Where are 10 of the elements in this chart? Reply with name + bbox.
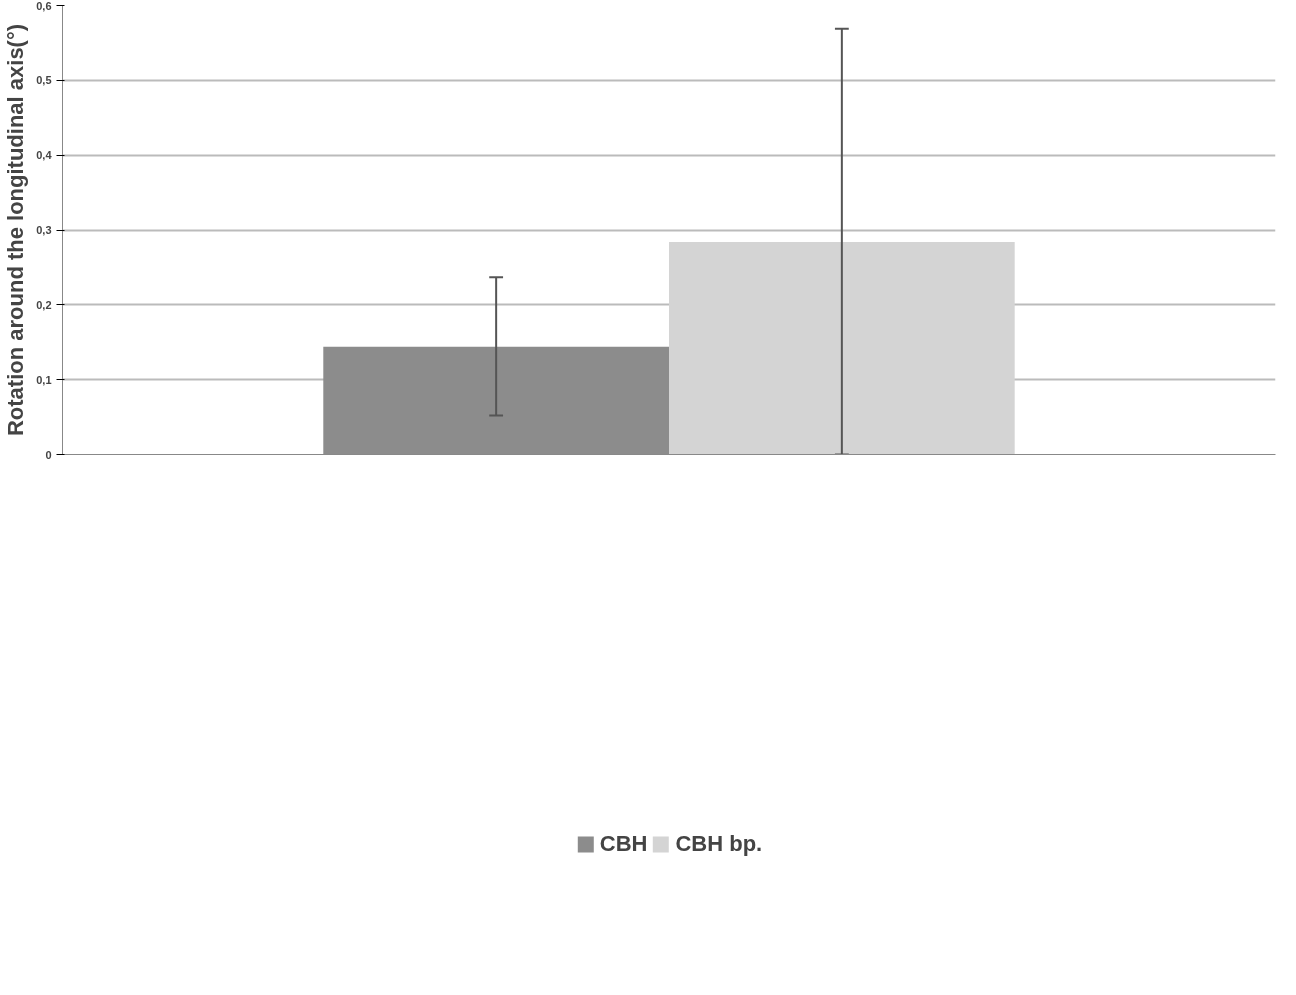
legend-label: CBH bbox=[599, 830, 648, 857]
y-tick-label: 0 bbox=[45, 448, 52, 461]
y-tick-label: 0,2 bbox=[36, 298, 52, 311]
y-tick-label: 0,3 bbox=[36, 224, 52, 236]
y-tick-label: 0,6 bbox=[36, 0, 52, 12]
legend-label: CBH bp. bbox=[675, 830, 763, 857]
y-tick-label: 0,4 bbox=[36, 149, 53, 162]
y-tick-label: 0,5 bbox=[36, 74, 52, 87]
y-axis-title: Rotation around the longitudinal axis(°) bbox=[3, 23, 29, 437]
y-tick-label: 0,1 bbox=[36, 373, 52, 386]
